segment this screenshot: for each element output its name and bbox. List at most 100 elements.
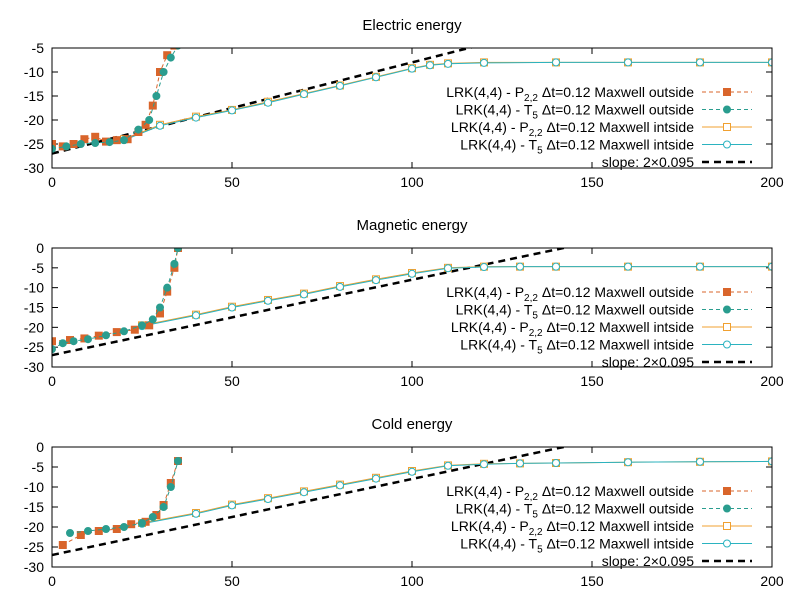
data-point bbox=[66, 529, 74, 537]
legend-label-rest: Δt=0.12 Maxwell intside bbox=[543, 337, 695, 353]
data-point bbox=[624, 262, 632, 271]
data-point bbox=[159, 68, 168, 76]
legend-label: LRK(4,4) - P2,2 Δt=0.12 Maxwell intside bbox=[451, 518, 694, 538]
legend-label-main: LRK(4,4) - T bbox=[456, 302, 533, 318]
chart-title: Cold energy bbox=[372, 416, 453, 433]
data-point bbox=[516, 262, 524, 271]
data-point bbox=[145, 116, 154, 124]
x-tick-label: 100 bbox=[400, 573, 424, 589]
chart-title: Magnetic energy bbox=[357, 217, 468, 234]
data-point bbox=[112, 525, 121, 533]
y-tick-label: -5 bbox=[32, 260, 45, 276]
y-tick-label: -30 bbox=[24, 559, 44, 575]
data-point bbox=[336, 282, 344, 291]
data-point bbox=[624, 58, 632, 67]
data-point bbox=[372, 73, 380, 82]
x-tick-label: 50 bbox=[224, 573, 240, 589]
data-point bbox=[264, 495, 272, 503]
legend-label-rest: Δt=0.12 Maxwell intside bbox=[543, 137, 695, 153]
data-point bbox=[102, 331, 110, 340]
data-point bbox=[624, 458, 632, 467]
x-tick-label: 50 bbox=[224, 174, 240, 190]
legend-label: LRK(4,4) - T5 Δt=0.12 Maxwell outside bbox=[456, 302, 695, 322]
legend-label: slope: 2×0.095 bbox=[602, 154, 694, 170]
y-tick-label: -5 bbox=[32, 40, 45, 56]
data-point bbox=[112, 136, 121, 145]
data-point bbox=[62, 142, 71, 151]
data-point bbox=[105, 138, 114, 147]
y-tick-label: -30 bbox=[24, 160, 44, 176]
x-tick-label: 150 bbox=[580, 174, 604, 190]
x-tick-label: 150 bbox=[580, 373, 604, 389]
data-point bbox=[768, 262, 772, 271]
legend-label: LRK(4,4) - P2,2 Δt=0.12 Maxwell intside bbox=[451, 319, 694, 339]
data-point bbox=[52, 140, 56, 148]
data-point bbox=[228, 303, 236, 312]
legend-label-rest: Δt=0.12 Maxwell outside bbox=[538, 84, 694, 100]
legend-label-sub: 5 bbox=[532, 311, 538, 322]
x-tick-label: 200 bbox=[760, 373, 784, 389]
chart-title: Electric energy bbox=[362, 17, 462, 34]
legend-marker bbox=[723, 123, 731, 131]
data-point bbox=[372, 276, 380, 285]
legend-label-sub: 2,2 bbox=[529, 527, 543, 538]
legend-label-main: LRK(4,4) - P bbox=[446, 483, 524, 499]
data-point bbox=[300, 488, 308, 497]
legend: LRK(4,4) - P2,2 Δt=0.12 Maxwell outsideL… bbox=[446, 84, 752, 170]
data-point bbox=[156, 121, 164, 130]
legend-label-sub: 2,2 bbox=[529, 328, 543, 339]
data-point bbox=[138, 519, 146, 527]
data-point bbox=[228, 501, 236, 510]
legend-label-main: LRK(4,4) - P bbox=[451, 119, 529, 135]
data-point bbox=[444, 59, 452, 68]
data-point bbox=[156, 303, 164, 312]
data-point bbox=[192, 311, 200, 320]
legend-marker bbox=[723, 323, 731, 331]
x-tick-label: 0 bbox=[48, 174, 56, 190]
legend-label-rest: Δt=0.12 Maxwell outside bbox=[538, 501, 694, 517]
data-point bbox=[112, 328, 121, 337]
series-line-2 bbox=[69, 460, 179, 534]
legend-label-rest: Δt=0.12 Maxwell outside bbox=[538, 483, 694, 499]
data-point bbox=[120, 136, 128, 145]
legend-label-sub: 5 bbox=[532, 111, 538, 122]
data-point bbox=[120, 523, 128, 531]
data-point bbox=[166, 483, 175, 491]
data-point bbox=[52, 144, 56, 153]
legend-label-main: slope: 2×0.095 bbox=[602, 354, 694, 370]
y-tick-label: -10 bbox=[24, 479, 44, 495]
data-point bbox=[480, 460, 488, 469]
legend-label-sub: 5 bbox=[537, 146, 543, 157]
data-point bbox=[148, 513, 157, 521]
legend-label-rest: Δt=0.12 Maxwell intside bbox=[543, 319, 695, 335]
legend-label-main: LRK(4,4) - P bbox=[446, 84, 524, 100]
legend-marker bbox=[723, 288, 731, 296]
data-point bbox=[696, 457, 704, 466]
data-point bbox=[170, 48, 179, 50]
legend-label-main: slope: 2×0.095 bbox=[602, 154, 694, 170]
legend-label-rest: Δt=0.12 Maxwell intside bbox=[543, 536, 695, 552]
x-tick-label: 100 bbox=[400, 373, 424, 389]
data-point bbox=[192, 509, 200, 518]
legend-label: LRK(4,4) - T5 Δt=0.12 Maxwell outside bbox=[456, 102, 695, 122]
legend-marker bbox=[723, 88, 731, 96]
data-point bbox=[408, 467, 416, 476]
legend-label: slope: 2×0.095 bbox=[602, 354, 694, 370]
data-point bbox=[228, 106, 236, 115]
data-point bbox=[768, 58, 772, 67]
y-tick-label: -20 bbox=[24, 112, 44, 128]
legend-label: LRK(4,4) - P2,2 Δt=0.12 Maxwell outside bbox=[446, 84, 694, 104]
chart-panel-1: Electric energy -5 -10 -15 -20 -25 -300 50 100 15… bbox=[24, 17, 784, 190]
data-point bbox=[91, 139, 100, 148]
data-point bbox=[516, 459, 524, 468]
y-tick-label: 0 bbox=[36, 240, 44, 256]
legend-label-main: LRK(4,4) - T bbox=[456, 501, 533, 517]
data-point bbox=[264, 98, 272, 107]
data-point bbox=[159, 503, 168, 511]
data-point bbox=[426, 61, 434, 70]
legend-label-sub: 2,2 bbox=[529, 128, 543, 139]
legend-label: LRK(4,4) - T5 Δt=0.12 Maxwell intside bbox=[460, 137, 694, 157]
x-tick-label: 50 bbox=[224, 373, 240, 389]
x-tick-label: 200 bbox=[760, 573, 784, 589]
y-tick-label: -10 bbox=[24, 280, 44, 296]
